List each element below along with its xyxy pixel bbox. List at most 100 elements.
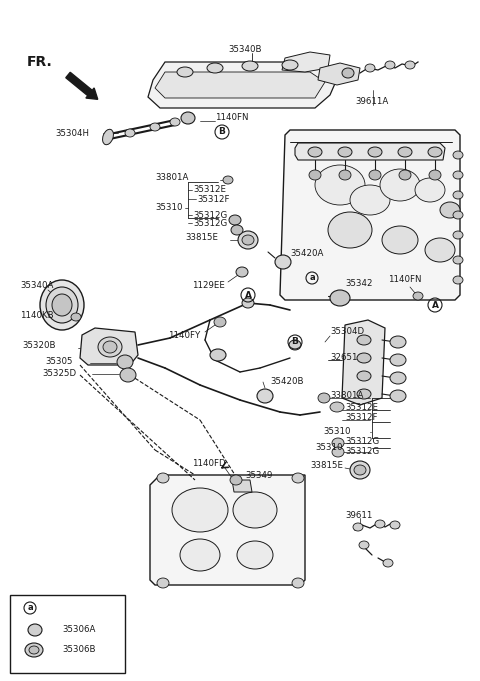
Ellipse shape (357, 389, 371, 399)
Ellipse shape (230, 475, 242, 485)
Ellipse shape (180, 539, 220, 571)
Text: 35320B: 35320B (22, 340, 56, 349)
Text: 33801A: 33801A (155, 174, 188, 183)
Ellipse shape (25, 643, 43, 657)
Ellipse shape (339, 170, 351, 180)
Ellipse shape (292, 473, 304, 483)
Polygon shape (280, 130, 460, 300)
Ellipse shape (390, 390, 406, 402)
Text: 35312E: 35312E (345, 402, 378, 411)
Ellipse shape (415, 178, 445, 202)
Text: 39611: 39611 (345, 511, 372, 520)
Text: a: a (309, 274, 315, 283)
Polygon shape (148, 62, 340, 108)
Ellipse shape (98, 337, 122, 357)
Ellipse shape (453, 256, 463, 264)
Ellipse shape (413, 292, 423, 300)
Text: B: B (291, 338, 299, 347)
Ellipse shape (315, 165, 365, 205)
Ellipse shape (28, 624, 42, 636)
Ellipse shape (453, 231, 463, 239)
Polygon shape (318, 63, 360, 85)
Ellipse shape (289, 340, 301, 350)
Text: 1129EE: 1129EE (192, 281, 225, 289)
Ellipse shape (236, 267, 248, 277)
Ellipse shape (157, 473, 169, 483)
Ellipse shape (170, 118, 180, 126)
Text: 32651: 32651 (330, 353, 358, 362)
Text: 35340A: 35340A (20, 281, 53, 289)
Text: 35306B: 35306B (62, 646, 96, 654)
Ellipse shape (375, 520, 385, 528)
Text: 35325D: 35325D (42, 368, 76, 377)
Polygon shape (282, 52, 330, 72)
Ellipse shape (332, 447, 344, 457)
Ellipse shape (368, 147, 382, 157)
Ellipse shape (318, 393, 330, 403)
Text: B: B (218, 127, 226, 136)
Ellipse shape (350, 461, 370, 479)
Text: 35420B: 35420B (270, 377, 303, 387)
Ellipse shape (390, 336, 406, 348)
Ellipse shape (453, 191, 463, 199)
Text: 39611A: 39611A (355, 97, 388, 106)
Text: 33801A: 33801A (330, 390, 363, 400)
Ellipse shape (214, 317, 226, 327)
Text: 1140FY: 1140FY (168, 330, 200, 340)
Ellipse shape (453, 151, 463, 159)
Text: 35312G: 35312G (345, 437, 379, 447)
Polygon shape (232, 480, 252, 492)
Ellipse shape (390, 521, 400, 529)
Ellipse shape (242, 235, 254, 245)
Ellipse shape (390, 354, 406, 366)
Ellipse shape (46, 287, 78, 323)
Ellipse shape (383, 559, 393, 567)
Ellipse shape (453, 211, 463, 219)
Polygon shape (80, 328, 138, 365)
Ellipse shape (359, 541, 369, 549)
Ellipse shape (40, 280, 84, 330)
Ellipse shape (354, 465, 366, 475)
Ellipse shape (125, 129, 135, 137)
Text: a: a (27, 603, 33, 612)
Ellipse shape (453, 276, 463, 284)
Ellipse shape (223, 176, 233, 184)
Polygon shape (342, 320, 385, 405)
Ellipse shape (425, 238, 455, 262)
Bar (10, 595, 125, 673)
Ellipse shape (229, 215, 241, 225)
Ellipse shape (440, 202, 460, 218)
Text: 35420A: 35420A (290, 249, 324, 257)
Text: A: A (432, 300, 439, 309)
Ellipse shape (350, 185, 390, 215)
Text: 1140FN: 1140FN (388, 276, 421, 285)
Polygon shape (150, 475, 305, 585)
Text: 35340B: 35340B (228, 46, 262, 54)
Text: 33815E: 33815E (310, 460, 343, 469)
Ellipse shape (330, 402, 344, 412)
Ellipse shape (357, 335, 371, 345)
Text: 35310: 35310 (315, 443, 343, 452)
Ellipse shape (390, 372, 406, 384)
Ellipse shape (342, 68, 354, 78)
Ellipse shape (385, 61, 395, 69)
Text: 35349: 35349 (245, 471, 272, 479)
Ellipse shape (257, 389, 273, 403)
Text: 33815E: 33815E (185, 234, 218, 242)
Ellipse shape (309, 170, 321, 180)
Ellipse shape (429, 170, 441, 180)
Ellipse shape (233, 492, 277, 528)
Ellipse shape (207, 63, 223, 73)
Ellipse shape (242, 61, 258, 71)
Polygon shape (155, 72, 325, 98)
Ellipse shape (292, 578, 304, 588)
Ellipse shape (380, 169, 420, 201)
Polygon shape (295, 143, 445, 160)
Text: 35304H: 35304H (55, 129, 89, 138)
Text: 35305: 35305 (45, 358, 72, 366)
Ellipse shape (231, 225, 243, 235)
Ellipse shape (237, 541, 273, 569)
Ellipse shape (275, 255, 291, 269)
Ellipse shape (357, 353, 371, 363)
Ellipse shape (103, 129, 113, 144)
